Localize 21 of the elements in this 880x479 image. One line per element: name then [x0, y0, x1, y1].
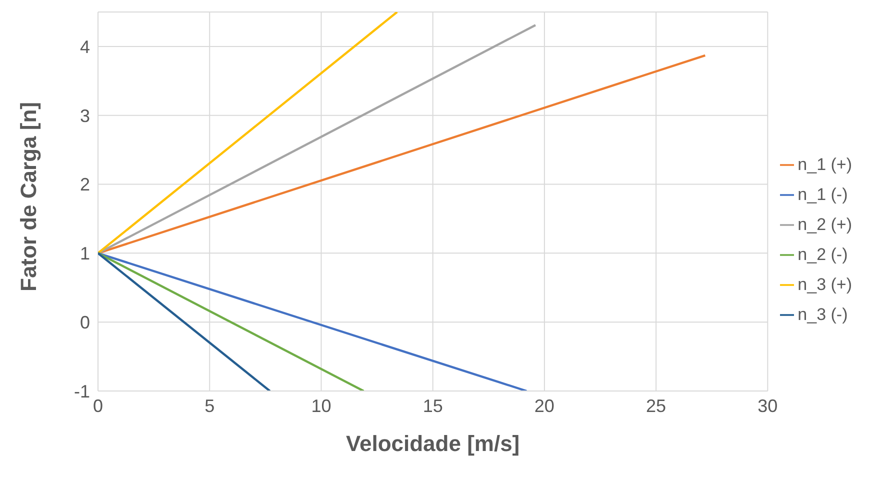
- y-axis-title: Fator de Carga [n]: [16, 102, 41, 292]
- legend-label: n_1 (+): [798, 154, 852, 174]
- x-axis-title: Velocidade [m/s]: [346, 431, 520, 456]
- y-tick-label: 2: [80, 174, 90, 195]
- x-tick-label: 30: [758, 396, 778, 416]
- x-tick-label: 15: [422, 396, 443, 416]
- legend-label: n_1 (-): [798, 184, 848, 204]
- legend-label: n_3 (-): [798, 304, 848, 324]
- y-tick-label: 0: [80, 312, 90, 332]
- legend-label: n_2 (-): [798, 244, 848, 264]
- y-tick-label: 1: [80, 244, 90, 264]
- x-tick-label: 20: [534, 396, 554, 416]
- legend-label: n_2 (+): [798, 214, 852, 234]
- x-tick-label: 0: [92, 396, 104, 416]
- y-tick-label: -1: [74, 381, 90, 402]
- legend-label: n_3 (+): [798, 274, 852, 294]
- x-tick-label: 25: [646, 396, 666, 416]
- y-tick-label: 4: [80, 36, 90, 57]
- x-tick-label: 10: [311, 396, 332, 416]
- x-tick-label: 5: [204, 396, 215, 416]
- y-tick-label: 3: [80, 106, 90, 126]
